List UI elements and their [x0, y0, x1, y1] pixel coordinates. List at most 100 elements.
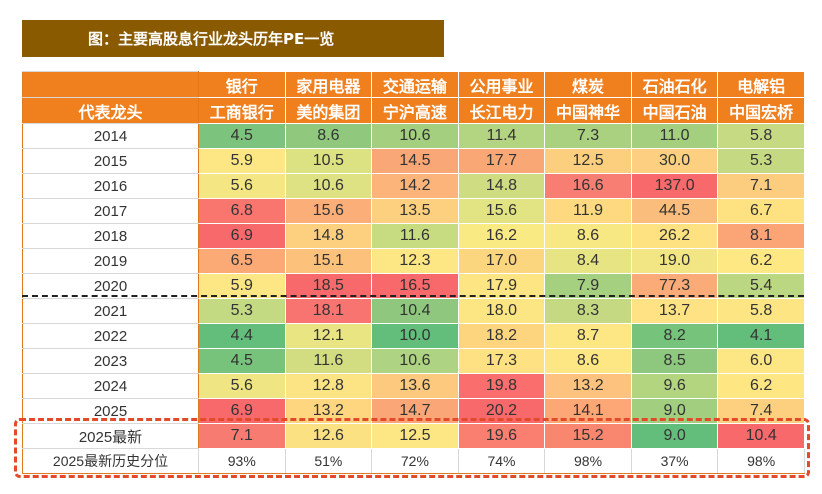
- pe-value-cell: 15.1: [284, 248, 373, 274]
- header-corner: [22, 71, 199, 98]
- pe-value-cell: 7.3: [544, 123, 632, 149]
- pe-row: 2016 5.6 10.6 14.2 14.8 16.6 137.0 7.1: [22, 173, 805, 199]
- leader-header-row: 代表龙头 工商银行 美的集团 宁沪高速 长江电力 中国神华 中国石油 中国宏桥: [22, 97, 805, 124]
- percentile-cell: 72%: [371, 448, 459, 474]
- row-label: 2023: [22, 348, 199, 374]
- pe-value-cell: 6.9: [198, 223, 286, 249]
- pe-value-cell: 14.5: [371, 148, 459, 174]
- pe-value-cell: 14.8: [284, 223, 373, 249]
- pe-value-cell: 10.0: [371, 323, 459, 349]
- pe-value-cell: 7.1: [717, 173, 805, 199]
- leader-header: 工商银行: [198, 97, 286, 124]
- pe-value-cell: 12.3: [371, 248, 459, 274]
- industry-header-row: 银行 家用电器 交通运输 公用事业 煤炭 石油石化 电解铝: [22, 71, 805, 98]
- row-label: 2015: [22, 148, 199, 174]
- pe-value-cell: 12.1: [284, 323, 373, 349]
- pe-value-cell: 5.6: [198, 173, 286, 199]
- pe-value-cell: 11.4: [457, 123, 546, 149]
- pe-value-cell: 12.5: [544, 148, 632, 174]
- pe-row: 2022 4.4 12.1 10.0 18.2 8.7 8.2 4.1: [22, 323, 805, 349]
- pe-value-cell: 9.6: [630, 373, 719, 399]
- industry-header: 银行: [198, 71, 286, 98]
- pe-value-cell: 15.2: [544, 423, 632, 449]
- pe-value-cell: 5.8: [717, 298, 805, 324]
- pe-value-cell: 17.9: [457, 273, 546, 299]
- pe-value-cell: 15.6: [284, 198, 373, 224]
- percentile-label: 2025最新历史分位: [22, 448, 199, 474]
- pe-value-cell: 6.2: [717, 248, 805, 274]
- pe-row: 2024 5.6 12.8 13.6 19.8 13.2 9.6 6.2: [22, 373, 805, 399]
- pe-value-cell: 44.5: [630, 198, 719, 224]
- dashed-divider: [22, 295, 804, 297]
- row-label: 2024: [22, 373, 199, 399]
- pe-value-cell: 9.0: [630, 423, 719, 449]
- pe-value-cell: 5.8: [717, 123, 805, 149]
- pe-value-cell: 15.6: [457, 198, 546, 224]
- pe-value-cell: 11.9: [544, 198, 632, 224]
- pe-row: 2019 6.5 15.1 12.3 17.0 8.4 19.0 6.2: [22, 248, 805, 274]
- leader-header: 中国石油: [630, 97, 719, 124]
- chart-title: 图：主要高股息行业龙头历年PE一览: [22, 20, 444, 57]
- industry-header: 电解铝: [717, 71, 805, 98]
- pe-value-cell: 8.6: [284, 123, 373, 149]
- pe-value-cell: 77.3: [630, 273, 719, 299]
- row-label: 2014: [22, 123, 199, 149]
- leader-header: 宁沪高速: [371, 97, 459, 124]
- pe-value-cell: 7.9: [544, 273, 632, 299]
- row-label: 2016: [22, 173, 199, 199]
- pe-value-cell: 14.2: [371, 173, 459, 199]
- pe-value-cell: 17.7: [457, 148, 546, 174]
- pe-value-cell: 12.5: [371, 423, 459, 449]
- leader-header: 中国神华: [544, 97, 632, 124]
- pe-value-cell: 6.8: [198, 198, 286, 224]
- pe-value-cell: 10.5: [284, 148, 373, 174]
- pe-value-cell: 4.1: [717, 323, 805, 349]
- row-label: 2020: [22, 273, 199, 299]
- pe-value-cell: 11.6: [284, 348, 373, 374]
- pe-value-cell: 5.9: [198, 148, 286, 174]
- percentile-cell: 93%: [198, 448, 286, 474]
- pe-value-cell: 8.2: [630, 323, 719, 349]
- pe-row: 2020 5.9 18.5 16.5 17.9 7.9 77.3 5.4: [22, 273, 805, 299]
- pe-value-cell: 26.2: [630, 223, 719, 249]
- pe-value-cell: 19.0: [630, 248, 719, 274]
- leader-label: 代表龙头: [22, 97, 199, 124]
- pe-value-cell: 8.3: [544, 298, 632, 324]
- row-label: 2022: [22, 323, 199, 349]
- pe-table: 银行 家用电器 交通运输 公用事业 煤炭 石油石化 电解铝 代表龙头 工商银行 美的集团 宁沪高速长…: [22, 71, 805, 474]
- pe-value-cell: 5.3: [717, 148, 805, 174]
- industry-header: 石油石化: [630, 71, 719, 98]
- pe-value-cell: 8.7: [544, 323, 632, 349]
- pe-value-cell: 13.6: [371, 373, 459, 399]
- pe-value-cell: 6.0: [717, 348, 805, 374]
- pe-value-cell: 8.4: [544, 248, 632, 274]
- percentile-cell: 37%: [630, 448, 719, 474]
- pe-value-cell: 8.6: [544, 223, 632, 249]
- pe-value-cell: 11.0: [630, 123, 719, 149]
- pe-value-cell: 8.6: [544, 348, 632, 374]
- pe-value-cell: 19.8: [457, 373, 546, 399]
- leader-header: 中国宏桥: [717, 97, 805, 124]
- pe-row: 2015 5.9 10.5 14.5 17.7 12.5 30.0 5.3: [22, 148, 805, 174]
- pe-value-cell: 6.7: [717, 198, 805, 224]
- pe-value-cell: 7.1: [198, 423, 286, 449]
- pe-value-cell: 13.5: [371, 198, 459, 224]
- pe-value-cell: 18.2: [457, 323, 546, 349]
- pe-value-cell: 16.2: [457, 223, 546, 249]
- highlight-box: [14, 418, 810, 478]
- pe-value-cell: 10.6: [371, 123, 459, 149]
- row-label: 2021: [22, 298, 199, 324]
- pe-value-cell: 4.4: [198, 323, 286, 349]
- percentile-cell: 98%: [544, 448, 632, 474]
- pe-value-cell: 18.1: [284, 298, 373, 324]
- industry-header: 交通运输: [371, 71, 459, 98]
- pe-value-cell: 16.6: [544, 173, 632, 199]
- leader-header: 长江电力: [457, 97, 546, 124]
- percentile-row: 2025最新历史分位 93% 51% 72% 74% 98% 37% 98%: [22, 448, 805, 474]
- pe-value-cell: 12.8: [284, 373, 373, 399]
- pe-value-cell: 8.5: [630, 348, 719, 374]
- row-label: 2017: [22, 198, 199, 224]
- pe-value-cell: 4.5: [198, 348, 286, 374]
- row-label: 2019: [22, 248, 199, 274]
- pe-value-cell: 30.0: [630, 148, 719, 174]
